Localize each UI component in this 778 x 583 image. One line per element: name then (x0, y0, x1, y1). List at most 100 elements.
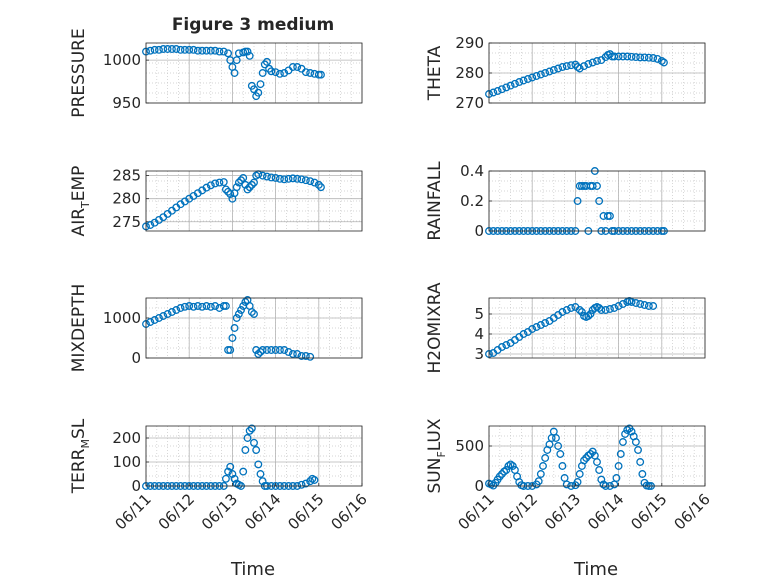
data-point (618, 438, 627, 446)
data-point (206, 181, 215, 190)
data-point (606, 305, 614, 313)
data-point (163, 45, 172, 53)
data-point (582, 454, 591, 462)
data-point (215, 47, 224, 56)
data-point (267, 173, 276, 182)
data-point (506, 81, 515, 90)
data-point (644, 302, 653, 310)
data-point (536, 70, 545, 79)
axes-box (488, 297, 706, 359)
y-axis-label: THETA (425, 45, 445, 101)
data-point (180, 302, 189, 311)
data-point (159, 312, 168, 320)
data-point (575, 64, 584, 73)
y-tick-label: 5 (474, 305, 484, 323)
data-point (185, 302, 194, 310)
data-point (271, 68, 280, 77)
data-point (631, 438, 640, 446)
x-axis-label: Time (573, 559, 618, 580)
data-point (271, 173, 280, 182)
data-point (232, 183, 241, 192)
data-point (634, 446, 642, 454)
axes-box (145, 42, 363, 104)
data-point (519, 76, 528, 85)
axes-box (488, 42, 706, 104)
data-point (601, 306, 610, 314)
data-point (562, 62, 571, 71)
data-point (588, 58, 597, 67)
data-point (653, 54, 662, 63)
data-point (263, 57, 271, 66)
data-point (297, 480, 306, 489)
data-point (258, 171, 267, 180)
subplot-h2omixra: 3 4 5 H2OMIXRA (425, 282, 706, 374)
data-point (288, 350, 297, 358)
x-tick-label: 06/13 (541, 490, 584, 533)
data-point (306, 352, 315, 361)
data-point (202, 302, 211, 310)
data-point (498, 343, 506, 351)
data-point (297, 175, 306, 184)
data-point (584, 312, 593, 320)
data-point (172, 306, 181, 314)
data-point (155, 45, 163, 54)
y-tick-label: 270 (455, 94, 484, 112)
data-point (588, 447, 597, 456)
data-point (571, 60, 580, 69)
data-point (146, 221, 155, 229)
x-tick-label: 06/12 (498, 490, 541, 533)
data-point (245, 51, 254, 60)
data-point (301, 176, 310, 185)
data-point (263, 172, 271, 181)
data-point (150, 45, 159, 54)
data-point (573, 197, 582, 205)
y-tick-label: 280 (455, 64, 484, 82)
data-point (636, 458, 645, 466)
data-point (206, 302, 215, 311)
data-point (250, 178, 258, 187)
subplot-rainfall: 0 0.2 0.4 RAINFALL (425, 161, 706, 241)
data-point (314, 180, 323, 189)
data-point (558, 63, 567, 71)
figure-title: Figure 3 medium (172, 15, 334, 35)
data-point (614, 302, 623, 310)
data-point (221, 474, 230, 483)
y-tick-label: 0 (131, 477, 141, 495)
data-point (306, 177, 315, 186)
data-point (549, 66, 558, 74)
data-point (176, 304, 185, 312)
data-point (301, 352, 310, 360)
data-point (245, 426, 254, 435)
data-point (588, 182, 597, 190)
data-point (211, 179, 220, 188)
data-point (275, 69, 284, 78)
data-point (577, 308, 586, 316)
data-point (310, 178, 319, 187)
data-point (284, 348, 293, 356)
x-axis-label: Time (230, 559, 275, 580)
data-point (284, 174, 293, 183)
data-point (288, 63, 297, 71)
data-point (239, 467, 248, 476)
data-point (230, 324, 239, 332)
data-point (631, 53, 640, 62)
data-point (627, 298, 636, 306)
data-point (150, 316, 159, 324)
data-point (623, 52, 632, 61)
data-point (554, 442, 563, 450)
data-point (495, 472, 504, 481)
data-point (528, 73, 537, 82)
data-point (219, 47, 228, 56)
data-point (498, 85, 506, 94)
data-point (239, 173, 248, 182)
data-point (224, 49, 233, 58)
x-tick-label: 06/16 (671, 490, 714, 533)
data-point (606, 50, 614, 59)
x-tick-label: 06/12 (155, 490, 198, 533)
data-point (573, 478, 582, 486)
y-tick-label: 1000 (103, 309, 141, 327)
data-point (215, 178, 224, 187)
data-point (545, 67, 554, 76)
data-point (510, 79, 519, 88)
data-point (243, 434, 252, 442)
